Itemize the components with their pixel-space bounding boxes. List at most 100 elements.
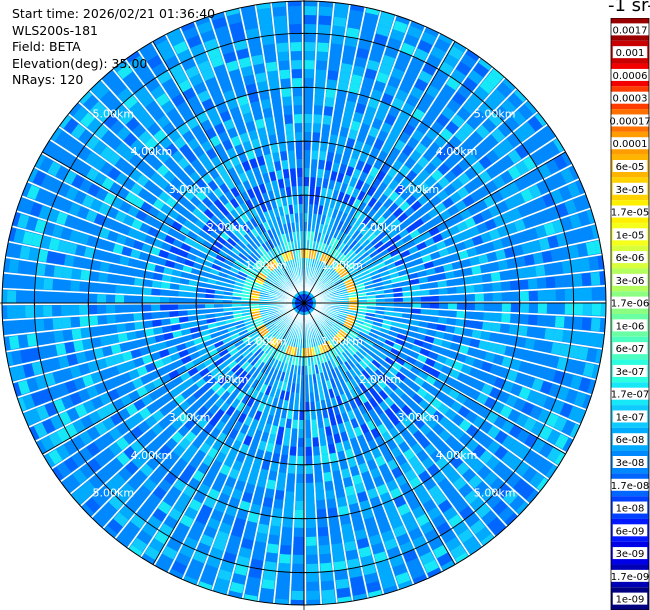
ray-gate xyxy=(70,141,85,156)
ray-gate xyxy=(268,470,278,481)
ray-gate xyxy=(316,508,327,519)
ray-gate xyxy=(230,208,240,220)
ray-gate xyxy=(358,38,372,51)
ray-gate xyxy=(428,142,442,155)
ray-gate xyxy=(96,107,112,123)
ray-gate xyxy=(356,131,367,143)
ray-gate xyxy=(178,291,188,297)
ray-gate xyxy=(231,409,241,420)
ray-gate xyxy=(432,423,445,436)
ray-gate xyxy=(334,321,343,328)
colorbar-label: 3e-07 xyxy=(616,367,645,378)
ray-gate xyxy=(486,455,500,470)
ray-gate xyxy=(220,81,233,93)
ray-gate xyxy=(198,152,210,165)
range-label: 2.00km xyxy=(207,373,249,386)
ray-gate xyxy=(306,545,318,555)
ray-gate xyxy=(318,15,332,26)
ray-gate xyxy=(358,404,367,415)
ray-gate xyxy=(334,278,343,285)
ray-gate xyxy=(309,392,315,402)
ray-gate xyxy=(346,314,357,320)
ray-gate xyxy=(359,252,370,261)
ray-gate xyxy=(124,521,141,536)
ray-gate xyxy=(304,401,310,411)
ray-gate xyxy=(333,357,340,367)
ray-gate xyxy=(297,296,304,303)
ray-gate xyxy=(518,279,529,290)
ray-gate xyxy=(241,348,251,358)
ray-gate xyxy=(388,179,400,191)
ray-gate xyxy=(149,471,163,485)
ray-gate xyxy=(477,370,489,382)
ray-gate xyxy=(80,269,91,281)
ray-gate xyxy=(245,277,255,284)
ray-gate xyxy=(424,237,435,247)
ray-gate xyxy=(336,210,344,221)
ray-gate xyxy=(485,373,498,386)
ray-gate xyxy=(322,598,336,605)
ray-gate xyxy=(187,367,199,377)
ray-gate xyxy=(40,436,55,452)
ray-gate xyxy=(432,258,443,267)
ray-gap xyxy=(312,111,539,297)
ray-gate xyxy=(237,94,249,107)
ray-gate xyxy=(216,72,230,85)
ray-gate xyxy=(465,376,477,388)
ray-gap xyxy=(100,78,297,295)
ray-gate xyxy=(116,275,126,285)
ray-gate xyxy=(259,136,269,147)
ray-gate xyxy=(181,57,196,71)
ray-gate xyxy=(100,90,116,106)
ray-gate xyxy=(85,497,101,514)
ray-gate xyxy=(207,180,219,192)
ray-gate xyxy=(346,237,355,247)
ray-gate xyxy=(313,105,323,115)
ray-gate xyxy=(445,421,458,435)
ray-gate xyxy=(127,476,142,491)
ray-gate xyxy=(325,160,333,171)
ray-gate xyxy=(349,388,358,399)
ray-gate xyxy=(413,48,429,62)
ray-gate xyxy=(326,151,335,162)
ray-gate xyxy=(106,304,116,314)
ray-gate xyxy=(358,383,368,394)
ray-gate xyxy=(333,276,342,284)
ray-gate xyxy=(28,347,40,362)
colorbar-label-bg xyxy=(612,501,648,514)
ray-gate xyxy=(545,159,560,174)
ray-gate xyxy=(306,563,319,573)
ray-gate xyxy=(203,260,214,268)
ray-gate xyxy=(380,162,391,174)
ray-gate xyxy=(280,454,289,465)
ray-gate xyxy=(419,315,430,322)
ray-gate xyxy=(513,347,525,360)
ray-gate xyxy=(383,198,394,209)
ray-gate xyxy=(316,60,328,71)
ray-gate xyxy=(355,363,365,373)
ray-gate xyxy=(342,339,351,348)
ray-gate xyxy=(405,435,418,448)
ray-gate xyxy=(418,436,431,449)
ray-gate xyxy=(423,559,439,574)
ray-gate xyxy=(304,177,310,187)
ray-gate xyxy=(186,35,202,49)
ray-gate xyxy=(259,341,268,350)
ray-gate xyxy=(202,475,215,488)
ray-gate xyxy=(140,463,154,477)
ray-gate xyxy=(42,418,56,434)
ray-gate xyxy=(263,451,273,462)
ray-gate xyxy=(385,154,396,167)
colorbar-label-bg xyxy=(610,91,650,104)
ray-gate xyxy=(295,300,304,303)
ray-gap xyxy=(303,314,323,605)
ray-gate xyxy=(245,120,256,132)
ray-gate xyxy=(147,515,162,530)
ray-gate xyxy=(295,303,304,306)
ray-gate xyxy=(320,187,328,198)
ray-gate xyxy=(326,435,334,446)
ray-gate xyxy=(509,424,523,439)
ray-gate xyxy=(93,84,110,100)
ray-gate xyxy=(381,361,392,371)
ray-gate xyxy=(21,199,35,215)
